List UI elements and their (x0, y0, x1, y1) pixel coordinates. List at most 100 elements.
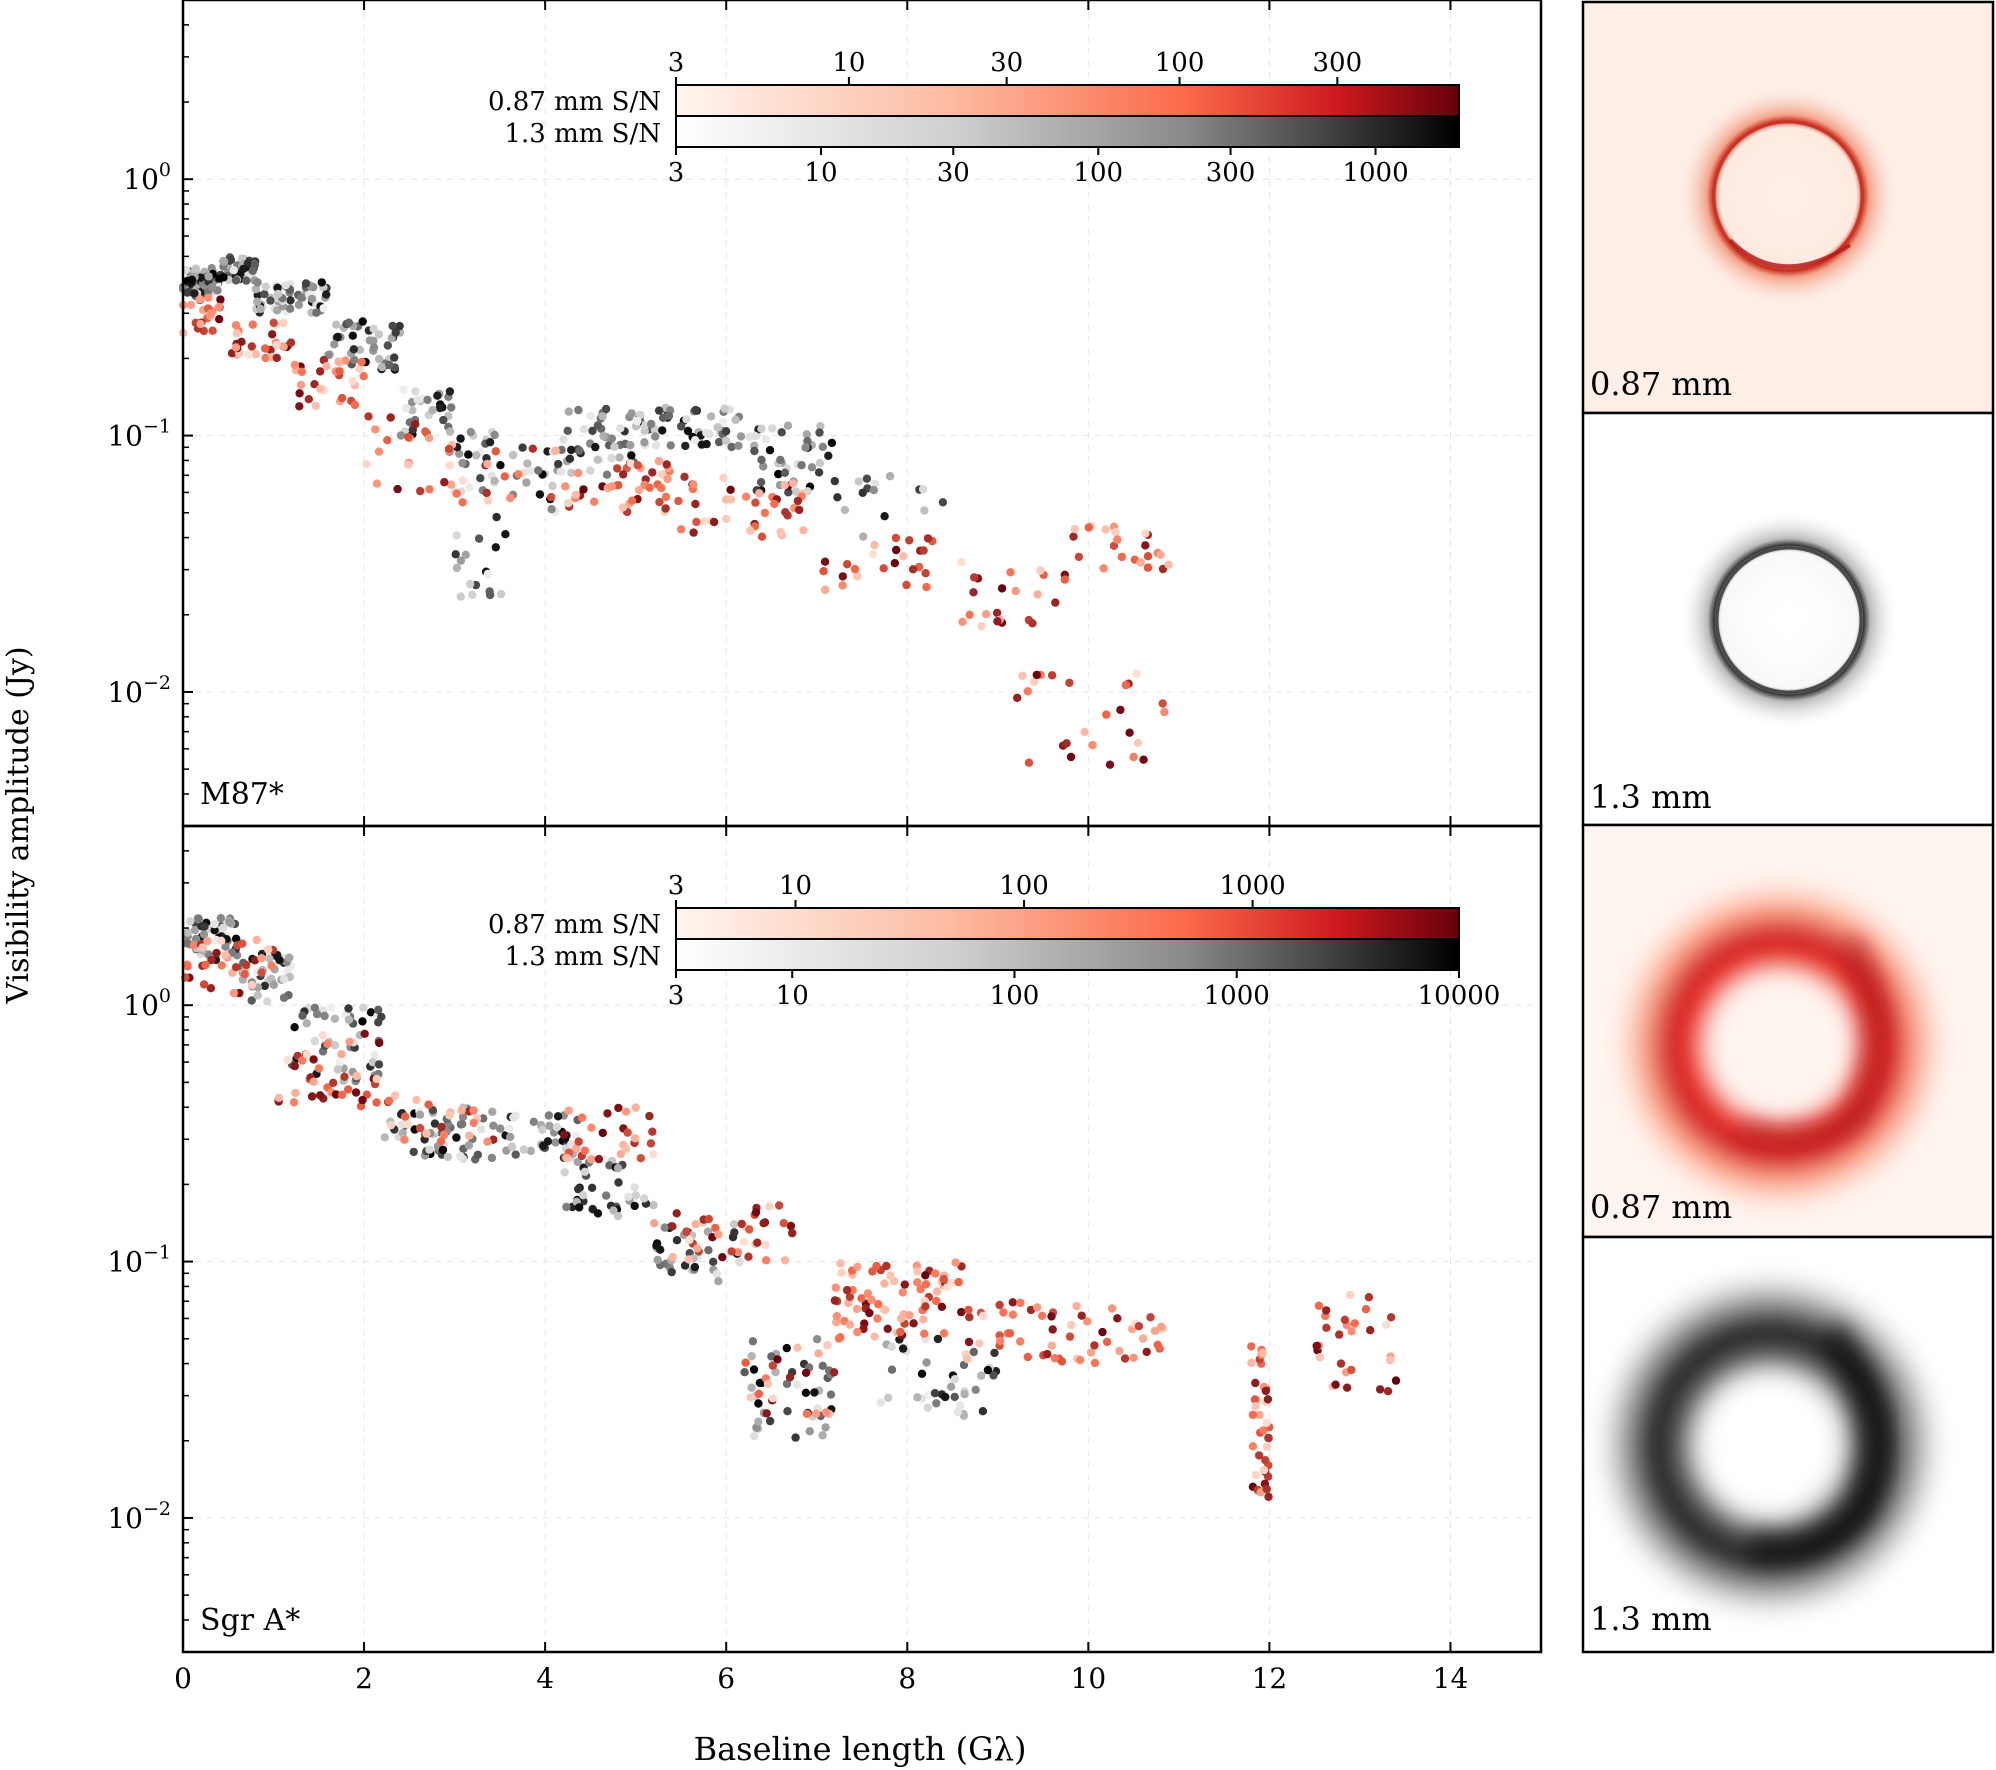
data-point-gray (534, 466, 543, 475)
data-point-gray (690, 1262, 700, 1272)
data-point-gray (333, 332, 342, 342)
data-point-red (890, 559, 899, 568)
data-point-red (1386, 1313, 1396, 1322)
y-axis-label: Visibility amplitude (Jy) (1, 646, 36, 1004)
data-point-gray (917, 1369, 927, 1379)
image-panel-4: 1.3 mm (1581, 1235, 1995, 1654)
data-point-red (1383, 1387, 1393, 1396)
data-point-red (1248, 1442, 1258, 1451)
data-point-gray (476, 1125, 486, 1134)
data-point-gray (978, 1407, 988, 1416)
data-point-red (873, 1314, 882, 1323)
data-point-red (1155, 1344, 1164, 1353)
data-point-red (691, 499, 700, 509)
data-point-red (1077, 1311, 1086, 1320)
data-point-red (1090, 1358, 1100, 1368)
data-point-gray (821, 1423, 830, 1432)
data-point-gray (374, 354, 384, 364)
data-point-red (267, 961, 276, 970)
data-point-red (257, 954, 266, 963)
data-point-gray (253, 991, 262, 1000)
data-point-gray (330, 1014, 340, 1023)
data-point-red (682, 1227, 691, 1236)
data-point-gray (433, 391, 442, 400)
data-point-gray (593, 1209, 603, 1218)
data-point-gray (869, 485, 878, 495)
data-point-red (1047, 671, 1057, 680)
data-point-gray (552, 1123, 562, 1132)
data-point-gray (456, 1151, 465, 1161)
data-point-red (957, 558, 966, 567)
image-panel-4-label: 1.3 mm (1590, 1600, 1712, 1638)
data-point-gray (782, 1343, 791, 1353)
data-point-gray (219, 273, 228, 282)
data-point-red (1263, 1395, 1273, 1404)
data-point-gray (370, 1050, 380, 1060)
data-point-red (1113, 1314, 1122, 1323)
data-point-red (452, 489, 461, 498)
sgra-points (181, 913, 1401, 1502)
data-point-red (711, 1223, 720, 1233)
data-point-gray (472, 451, 481, 460)
data-point-gray (830, 476, 839, 486)
data-point-gray (194, 914, 203, 923)
colorbar-gray-tick-label: 3 (668, 981, 685, 1011)
data-point-red (704, 1214, 713, 1224)
data-point-gray (366, 1008, 376, 1017)
data-point-red (627, 496, 637, 505)
data-point-red (436, 1137, 446, 1146)
data-point-red (692, 517, 701, 527)
m87-colorbar-red (675, 84, 1460, 117)
data-point-red (437, 1122, 446, 1132)
data-point-gray (574, 1184, 583, 1194)
data-point-red (741, 492, 751, 501)
data-point-gray (950, 1392, 959, 1402)
data-point-red (1115, 1346, 1124, 1356)
y-tick-label: 10−2 (107, 1498, 171, 1535)
data-point-red (383, 436, 392, 445)
data-point-red (1024, 758, 1034, 767)
data-point-gray (349, 345, 358, 354)
data-point-gray (430, 1119, 440, 1128)
data-point-gray (765, 1416, 775, 1426)
data-point-red (1101, 525, 1110, 534)
data-point-red (614, 481, 623, 490)
data-point-red (616, 1149, 625, 1159)
data-point-red (574, 468, 583, 478)
data-point-red (231, 343, 241, 352)
data-point-red (1164, 560, 1173, 569)
data-point-red (939, 1274, 948, 1284)
data-point-red (770, 499, 779, 509)
data-point-gray (672, 1236, 682, 1245)
data-point-gray (226, 255, 236, 265)
data-point-red (793, 496, 803, 506)
data-point-gray (880, 512, 889, 521)
data-point-red (337, 1050, 346, 1059)
data-point-gray (757, 424, 766, 433)
data-point-gray (630, 1201, 639, 1211)
colorbar-gray-tick-label: 100 (1073, 158, 1123, 188)
data-point-red (572, 1143, 581, 1153)
data-point-gray (932, 1399, 941, 1408)
data-point-red (722, 514, 731, 524)
data-point-red (238, 939, 247, 948)
data-point-red (788, 1228, 797, 1238)
data-point-red (1375, 1385, 1385, 1394)
data-point-red (996, 1336, 1005, 1346)
data-point-red (1340, 1315, 1350, 1325)
data-point-gray (683, 426, 693, 436)
sgra-colorbar-red-label: 0.87 mm S/N (488, 910, 661, 940)
data-point-gray (567, 468, 576, 477)
data-point-gray (598, 412, 607, 421)
data-point-red (693, 1244, 702, 1253)
data-point-red (212, 948, 221, 958)
data-point-gray (511, 1150, 520, 1159)
data-point-red (634, 486, 644, 495)
data-point-red (867, 1295, 876, 1305)
data-point-red (916, 1284, 925, 1294)
data-point-red (1036, 566, 1045, 575)
data-point-red (386, 413, 395, 422)
data-point-red (622, 1107, 631, 1116)
data-point-red (1125, 728, 1134, 737)
image-panel-3: 0.87 mm (1581, 823, 1995, 1239)
